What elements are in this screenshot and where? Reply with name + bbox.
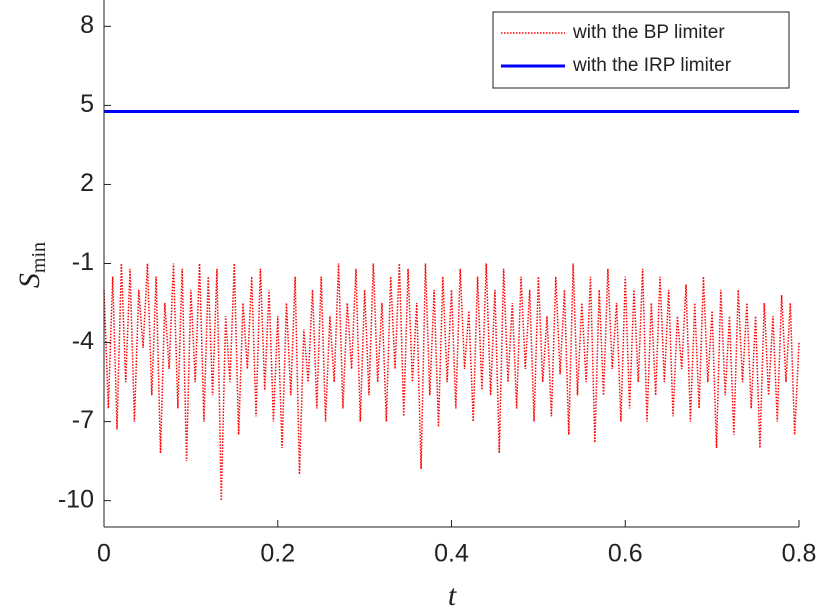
y-axis-label: Smin [13, 242, 50, 288]
legend-label: with the BP limiter [572, 22, 725, 43]
x-tick-label: 0 [97, 540, 111, 568]
y-label-main: S [13, 273, 46, 288]
y-tick-label: -1 [72, 248, 94, 276]
legend-label: with the IRP limiter [572, 55, 732, 76]
x-tick-label: 0.6 [608, 540, 643, 568]
x-axis-label: t [448, 579, 457, 612]
x-tick-label: 0.8 [782, 540, 817, 568]
legend: with the BP limiter with the IRP limiter [492, 11, 790, 89]
y-tick-label: 2 [80, 169, 94, 197]
y-tick-label: -10 [58, 485, 94, 513]
x-tick-label: 0.2 [260, 540, 295, 568]
y-tick-label: 5 [80, 90, 94, 118]
x-tick-label: 0.4 [434, 540, 469, 568]
y-tick-label: -7 [72, 406, 94, 434]
y-axis-label-group: Smin [13, 242, 50, 288]
y-tick-label: -4 [72, 327, 94, 355]
legend-box [492, 11, 790, 89]
y-label-sub: min [28, 242, 50, 273]
y-tick-label: 8 [80, 11, 94, 39]
series-line [103, 263, 800, 501]
